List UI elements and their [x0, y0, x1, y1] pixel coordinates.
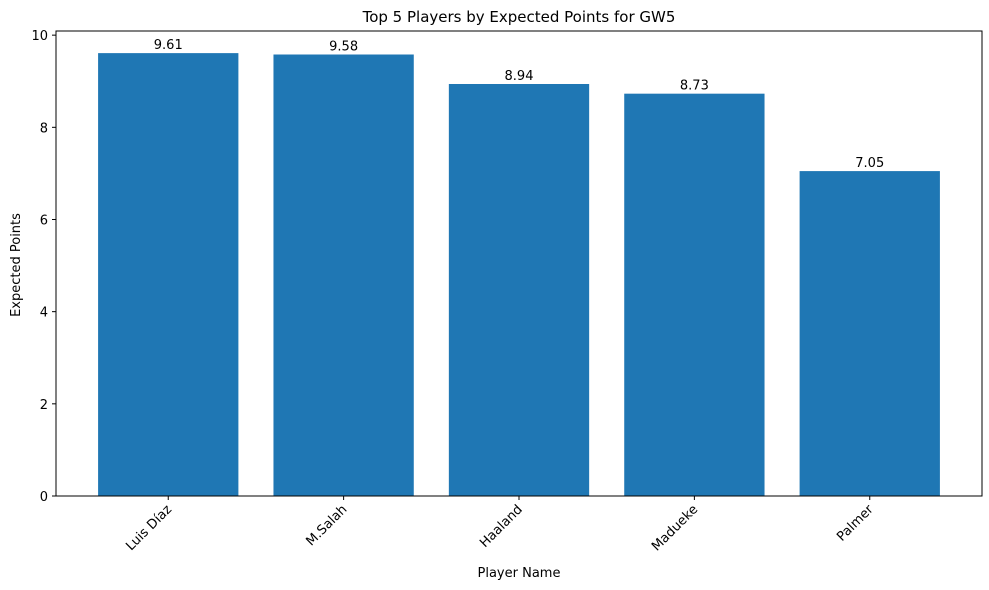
bar	[98, 53, 239, 496]
bar	[448, 83, 590, 496]
x-tick-label: Haaland	[477, 502, 526, 551]
data-label: 8.94	[505, 69, 534, 84]
x-axis-label: Player Name	[478, 566, 561, 581]
data-label: 9.58	[329, 40, 358, 55]
bar	[624, 93, 765, 497]
bar	[799, 171, 940, 496]
y-axis-label: Expected Points	[9, 213, 24, 317]
data-label: 8.73	[680, 79, 709, 94]
y-tick-label: 4	[40, 306, 48, 321]
data-label: 7.05	[855, 156, 884, 171]
y-tick-label: 6	[40, 213, 48, 228]
x-tick-label: M.Salah	[304, 502, 351, 549]
y-tick-label: 0	[40, 490, 48, 505]
y-tick-label: 2	[40, 398, 48, 413]
chart-title: Top 5 Players by Expected Points for GW5	[362, 8, 676, 26]
bar	[273, 54, 414, 496]
data-label: 9.61	[154, 38, 183, 53]
x-tick-label: Madueke	[649, 502, 701, 554]
x-tick-label: Palmer	[834, 502, 877, 545]
x-tick-label: Luis Díaz	[123, 502, 175, 554]
plot-frame	[55, 30, 983, 497]
y-tick-label: 10	[31, 29, 48, 44]
y-tick-label: 8	[40, 121, 48, 136]
